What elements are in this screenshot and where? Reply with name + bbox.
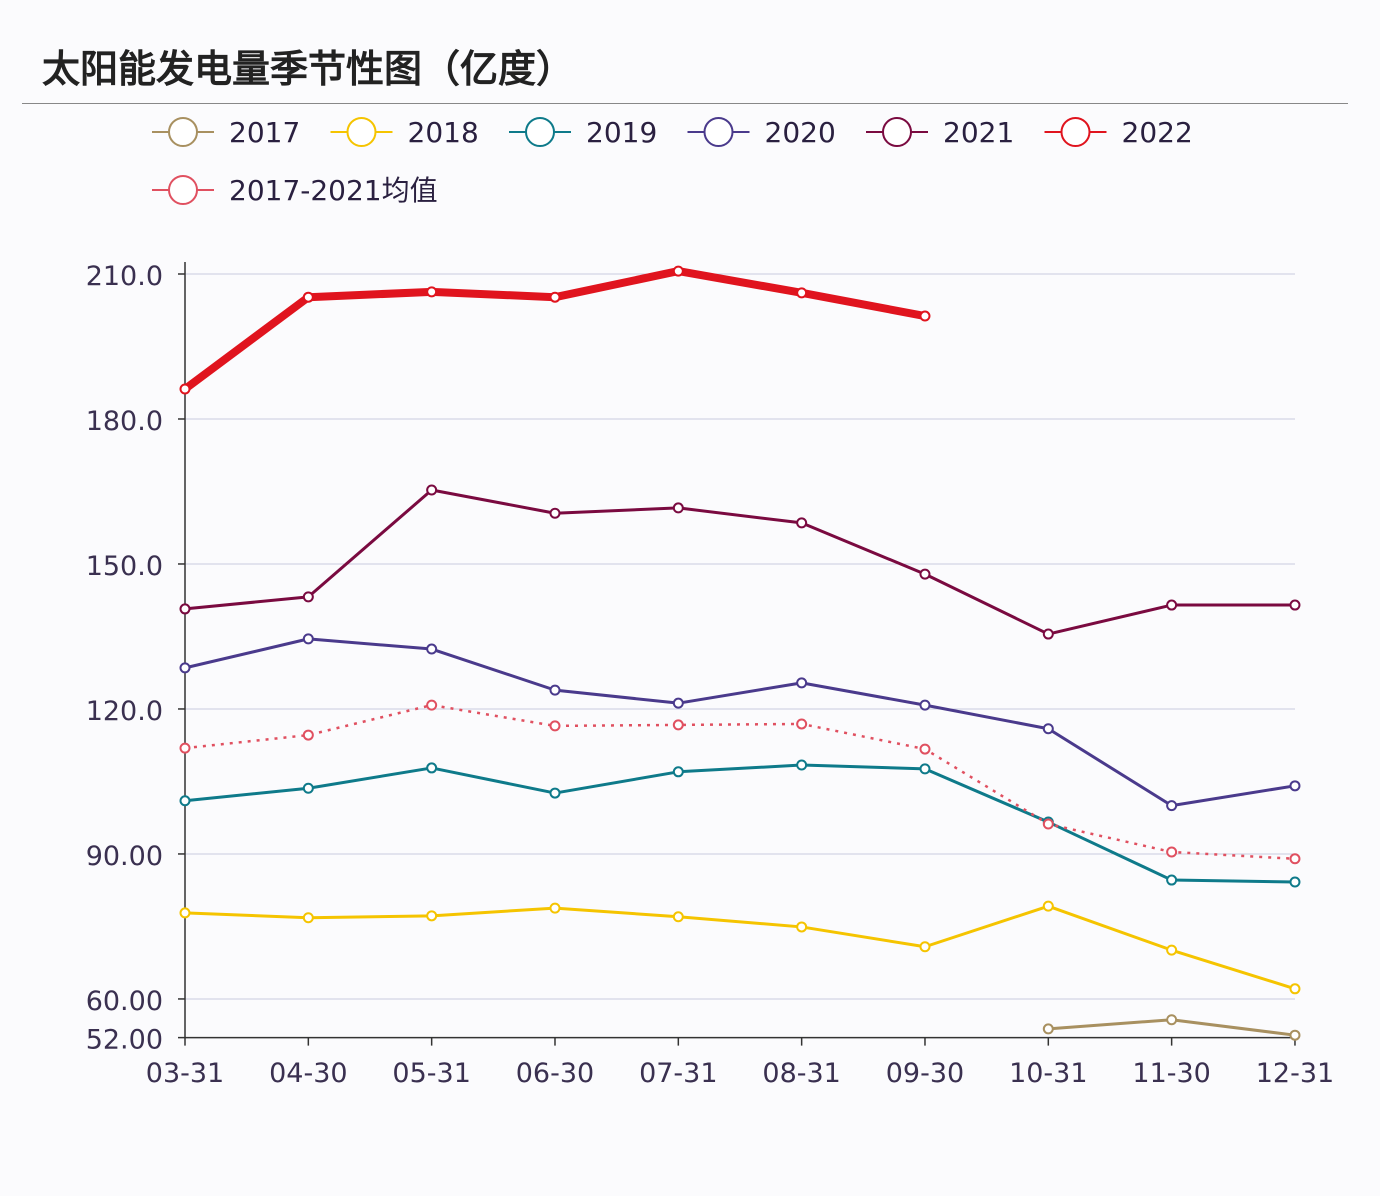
data-point-2019 <box>796 759 808 771</box>
data-point-2021 <box>1042 628 1054 640</box>
data-point-2018 <box>1289 983 1301 995</box>
x-tick-label: 10-31 <box>1009 1058 1087 1089</box>
data-point-2019 <box>549 787 561 799</box>
data-point-2020 <box>179 662 191 674</box>
chart-title: 太阳能发电量季节性图（亿度） <box>42 46 575 91</box>
data-point-2022 <box>179 383 191 395</box>
data-point-2017-2021均值 <box>919 743 931 755</box>
legend-marker-2019 <box>525 117 555 147</box>
data-point-2022 <box>426 286 438 298</box>
data-point-2017-2021均值 <box>1289 853 1301 865</box>
y-tick-label: 150.0 <box>86 551 163 582</box>
data-point-2018 <box>919 941 931 953</box>
data-point-2021 <box>549 507 561 519</box>
data-point-2018 <box>302 912 314 924</box>
data-point-2018 <box>672 911 684 923</box>
data-point-2022 <box>672 265 684 277</box>
data-point-2017 <box>1166 1014 1178 1026</box>
legend-label: 2019 <box>586 116 657 149</box>
x-tick-label: 04-30 <box>269 1058 347 1089</box>
series-line-2021 <box>184 488 1295 636</box>
data-point-2021 <box>672 502 684 514</box>
x-tick-label: 03-31 <box>146 1058 224 1089</box>
data-point-2020 <box>919 699 931 711</box>
data-point-2021 <box>1289 599 1301 611</box>
legend-marker-2021 <box>882 117 912 147</box>
x-tick-label: 11-30 <box>1132 1058 1210 1089</box>
data-point-2018 <box>1042 900 1054 912</box>
legend-marker-2022 <box>1060 117 1091 147</box>
x-tick-label: 09-30 <box>886 1058 964 1089</box>
y-tick-label: 180.0 <box>86 406 163 437</box>
data-point-2017-2021均值 <box>302 729 314 741</box>
series-line-2019 <box>184 763 1295 884</box>
data-point-2021 <box>179 603 191 615</box>
legend-marker-2020 <box>703 117 734 147</box>
data-point-2019 <box>1166 874 1178 886</box>
series-line-2022 <box>182 267 926 393</box>
data-point-2017-2021均值 <box>179 742 191 754</box>
y-tick-label: 210.0 <box>86 261 163 292</box>
y-tick-label: 60.00 <box>86 986 163 1017</box>
data-point-2019 <box>1289 876 1301 888</box>
legend-marker-2017 <box>168 117 198 147</box>
data-point-2017 <box>1042 1023 1054 1035</box>
legend-label: 2018 <box>408 116 479 149</box>
x-tick-label: 08-31 <box>762 1058 840 1089</box>
y-tick-label: 120.0 <box>86 696 163 727</box>
data-point-2017-2021均值 <box>1042 818 1054 830</box>
data-point-2018 <box>426 910 438 922</box>
data-point-2022 <box>796 287 808 299</box>
data-point-2019 <box>672 766 684 778</box>
data-point-2021 <box>302 591 314 603</box>
data-point-2018 <box>1166 944 1178 956</box>
data-point-2017 <box>1289 1029 1301 1041</box>
data-point-2019 <box>302 782 314 794</box>
data-point-2017-2021均值 <box>672 719 684 731</box>
title-divider <box>22 103 1348 104</box>
series-line-2020 <box>184 637 1296 808</box>
legend-label: 2021 <box>943 116 1014 149</box>
data-point-2022 <box>919 310 931 322</box>
data-point-2019 <box>179 795 191 807</box>
data-point-2017-2021均值 <box>426 699 438 711</box>
data-point-2019 <box>919 763 931 775</box>
data-point-2020 <box>1289 780 1301 792</box>
data-point-2017-2021均值 <box>549 720 561 732</box>
x-tick-label: 05-31 <box>392 1058 470 1089</box>
series-line-2017-2021均值 <box>184 703 1296 861</box>
data-point-2018 <box>179 907 191 919</box>
legend-marker-2018 <box>346 117 377 147</box>
data-point-2021 <box>796 517 808 529</box>
x-tick-label: 07-31 <box>639 1058 717 1089</box>
data-point-2020 <box>426 643 438 655</box>
series-line-2018 <box>184 904 1296 991</box>
data-point-2020 <box>672 697 684 709</box>
data-point-2021 <box>426 484 438 496</box>
y-tick-label: 90.00 <box>86 841 163 872</box>
legend-marker-2017-2021均值 <box>168 175 198 205</box>
data-point-2018 <box>549 902 561 914</box>
data-point-2017-2021均值 <box>796 718 808 730</box>
legend-label: 2017 <box>229 116 300 149</box>
x-tick-label: 06-30 <box>516 1058 594 1089</box>
data-point-2020 <box>1042 723 1054 735</box>
data-point-2021 <box>919 568 931 580</box>
data-point-2018 <box>796 921 808 933</box>
legend-label: 2020 <box>765 116 836 149</box>
data-point-2021 <box>1166 599 1178 611</box>
legend-label: 2017-2021均值 <box>229 174 438 207</box>
data-point-2022 <box>549 291 561 303</box>
legend-label: 2022 <box>1122 116 1193 149</box>
y-tick-label: 52.00 <box>86 1025 163 1056</box>
data-point-2020 <box>1166 800 1178 812</box>
data-point-2019 <box>426 762 438 774</box>
data-point-2017-2021均值 <box>1166 846 1178 858</box>
data-point-2022 <box>302 291 314 303</box>
data-point-2020 <box>549 684 561 696</box>
data-point-2020 <box>302 633 314 645</box>
x-tick-label: 12-31 <box>1256 1058 1334 1089</box>
data-point-2020 <box>796 677 808 689</box>
